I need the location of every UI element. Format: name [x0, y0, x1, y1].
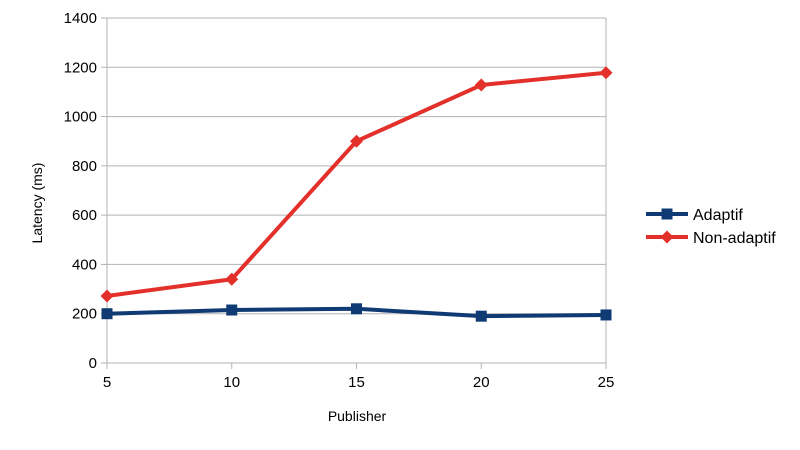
y-tick-label: 0 [89, 355, 97, 372]
series-1 [100, 66, 613, 303]
data-point [226, 304, 238, 316]
y-tick-label: 1200 [64, 59, 97, 76]
data-point [599, 66, 613, 80]
y-tick-label: 600 [72, 207, 97, 224]
data-point [600, 309, 612, 321]
series-0 [101, 303, 612, 322]
y-axis-title: Latency (ms) [29, 163, 45, 244]
data-point [475, 310, 487, 322]
data-point [225, 272, 239, 286]
data-point [474, 78, 488, 92]
y-tick-label: 1400 [64, 10, 97, 27]
x-tick-label: 15 [348, 374, 365, 391]
x-tick-label: 5 [103, 374, 111, 391]
y-tick-label: 200 [72, 306, 97, 323]
legend-marker [661, 208, 673, 220]
x-axis-title: Publisher [328, 408, 387, 424]
y-tick-label: 1000 [64, 109, 97, 126]
tick-labels: 0 200 400 600 800 1000 1200 1400 5 10 15 20 25 [64, 10, 615, 391]
series [100, 66, 613, 322]
legend-item: Non-adaptif [646, 230, 776, 247]
legend-label: Adaptif [693, 207, 743, 224]
legend-label: Non-adaptif [693, 230, 776, 247]
y-tick-label: 400 [72, 256, 97, 273]
gridlines [107, 17, 606, 315]
x-tick-label: 25 [598, 374, 615, 391]
series-line [105, 70, 608, 298]
y-tick-label: 800 [72, 158, 97, 175]
data-point [351, 303, 362, 315]
data-point [350, 134, 363, 148]
legend-marker [660, 230, 674, 244]
legend: Adaptif Non-adaptif [646, 207, 776, 247]
legend-item: Adaptif [646, 207, 743, 224]
data-point [100, 289, 114, 303]
x-tick-label: 10 [223, 374, 240, 391]
x-tick-label: 20 [473, 374, 490, 391]
data-point [101, 308, 113, 320]
